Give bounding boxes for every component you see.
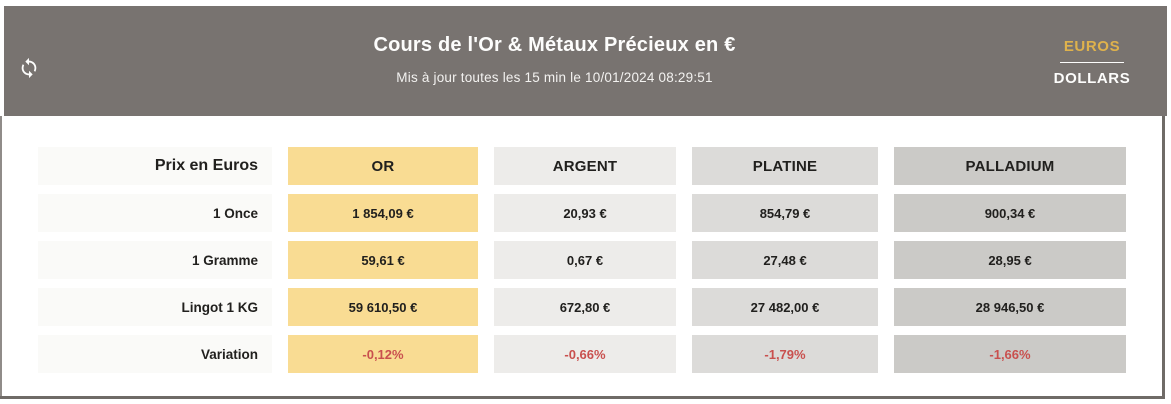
cell-platine-lingot: 27 482,00 €	[692, 288, 878, 326]
row-label-once: 1 Once	[38, 194, 272, 232]
column-header-palladium: PALLADIUM	[894, 147, 1126, 185]
cell-palladium-variation: -1,66%	[894, 335, 1126, 373]
cell-platine-gramme: 27,48 €	[692, 241, 878, 279]
update-status: Mis à jour toutes les 15 min le 10/01/20…	[396, 69, 713, 85]
column-header-platine: PLATINE	[692, 147, 878, 185]
cell-or-gramme: 59,61 €	[288, 241, 478, 279]
refresh-button[interactable]	[16, 56, 42, 82]
window-bottom-edge	[0, 396, 1165, 399]
cell-palladium-once: 900,34 €	[894, 194, 1126, 232]
cell-argent-once: 20,93 €	[494, 194, 676, 232]
cell-argent-variation: -0,66%	[494, 335, 676, 373]
cell-palladium-gramme: 28,95 €	[894, 241, 1126, 279]
prices-table: Prix en Euros OR ARGENT PLATINE PALLADIU…	[38, 147, 1126, 373]
page-title: Cours de l'Or & Métaux Précieux en €	[373, 33, 736, 56]
cell-palladium-lingot: 28 946,50 €	[894, 288, 1126, 326]
currency-option-euros[interactable]: EUROS	[1063, 38, 1121, 55]
currency-toggle: EUROS DOLLARS	[1037, 38, 1147, 87]
row-label-lingot: Lingot 1 KG	[38, 288, 272, 326]
refresh-icon	[18, 57, 40, 82]
window-left-edge	[0, 116, 2, 399]
cell-argent-lingot: 672,80 €	[494, 288, 676, 326]
cell-or-variation: -0,12%	[288, 335, 478, 373]
table-corner-label: Prix en Euros	[38, 147, 272, 185]
currency-option-dollars[interactable]: DOLLARS	[1053, 70, 1131, 87]
currency-divider	[1060, 62, 1124, 63]
row-label-gramme: 1 Gramme	[38, 241, 272, 279]
header-titles: Cours de l'Or & Métaux Précieux en € Mis…	[4, 6, 1167, 116]
column-header-argent: ARGENT	[494, 147, 676, 185]
header-bar: Cours de l'Or & Métaux Précieux en € Mis…	[4, 6, 1167, 116]
cell-or-lingot: 59 610,50 €	[288, 288, 478, 326]
window-right-edge	[1162, 112, 1165, 399]
cell-platine-variation: -1,79%	[692, 335, 878, 373]
row-label-variation: Variation	[38, 335, 272, 373]
cell-platine-once: 854,79 €	[692, 194, 878, 232]
column-header-or: OR	[288, 147, 478, 185]
cell-argent-gramme: 0,67 €	[494, 241, 676, 279]
cell-or-once: 1 854,09 €	[288, 194, 478, 232]
